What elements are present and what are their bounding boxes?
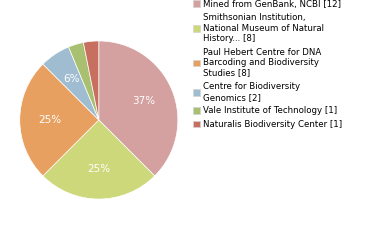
Text: 6%: 6%: [63, 74, 80, 84]
Text: 25%: 25%: [38, 115, 61, 125]
Text: 25%: 25%: [87, 164, 110, 174]
Wedge shape: [83, 41, 99, 120]
Wedge shape: [99, 41, 178, 176]
Wedge shape: [43, 47, 99, 120]
Text: 37%: 37%: [133, 96, 156, 106]
Wedge shape: [68, 42, 99, 120]
Wedge shape: [43, 120, 155, 199]
Legend: Mined from GenBank, NCBI [12], Smithsonian Institution,
National Museum of Natur: Mined from GenBank, NCBI [12], Smithsoni…: [193, 0, 342, 129]
Wedge shape: [20, 64, 99, 176]
